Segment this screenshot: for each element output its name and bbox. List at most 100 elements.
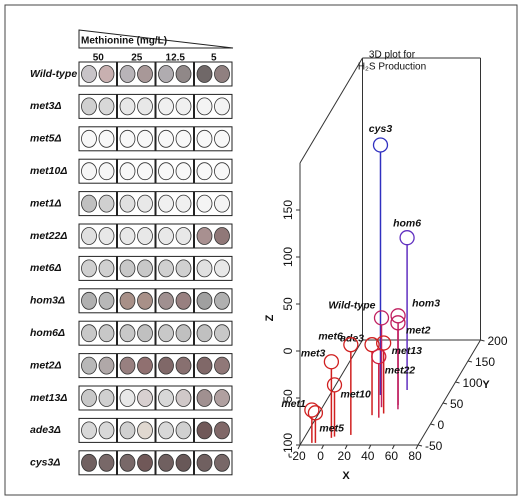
well-group [117, 93, 156, 119]
well [214, 389, 230, 407]
well [98, 129, 115, 148]
well [214, 194, 230, 213]
plot-title: H₂S Production [358, 62, 426, 73]
well [196, 356, 213, 375]
well [214, 421, 230, 440]
point-label: met10 [341, 389, 372, 401]
x-tick [415, 444, 419, 450]
well [98, 97, 115, 116]
well [119, 97, 136, 116]
well-group [155, 61, 194, 87]
well [137, 291, 153, 310]
plot-title: 3D plot for [369, 50, 416, 61]
point [343, 337, 359, 353]
well [119, 356, 136, 375]
well-group [117, 320, 156, 346]
well [137, 453, 153, 472]
well-group [194, 93, 233, 119]
x-tick-label: 80 [408, 449, 422, 463]
well [196, 162, 213, 181]
well [137, 97, 153, 116]
well [175, 65, 192, 83]
well [137, 194, 153, 213]
well-group [155, 223, 194, 249]
column-label: 5 [211, 53, 217, 64]
well [81, 259, 97, 278]
well [119, 453, 136, 472]
well [214, 162, 230, 181]
y-tick [480, 339, 485, 342]
z-axis-label: Z [264, 314, 276, 321]
well-group [194, 353, 233, 379]
well [158, 291, 174, 310]
well [175, 162, 192, 181]
well [196, 97, 213, 116]
well [158, 194, 174, 213]
well-group [117, 450, 156, 476]
strain-label: hom3Δ [30, 295, 65, 307]
well [214, 65, 230, 83]
well [81, 227, 97, 245]
x-tick [391, 444, 395, 450]
y-tick [442, 402, 448, 405]
well [158, 453, 174, 472]
plate-header: Methionine (mg/L) [81, 36, 167, 47]
point-label: Wild-type [328, 300, 375, 312]
point-label: met5 [319, 423, 344, 435]
x-tick-label: 0 [317, 449, 324, 463]
well [137, 389, 153, 407]
well-group [155, 93, 194, 119]
well [196, 291, 213, 310]
well-group [117, 223, 156, 249]
well [98, 291, 115, 310]
well [98, 356, 115, 375]
strain-label: met13Δ [30, 392, 67, 404]
strain-label: met5Δ [30, 133, 62, 145]
well [175, 129, 192, 148]
y-tick-label: -50 [425, 439, 443, 453]
well-group [78, 93, 117, 119]
well [81, 65, 97, 83]
well [119, 421, 136, 440]
point [371, 348, 387, 365]
well [158, 227, 174, 245]
well [196, 389, 213, 407]
well [119, 227, 136, 245]
well [119, 291, 136, 310]
well-group [194, 191, 233, 217]
well-group [155, 353, 194, 379]
well-group [194, 450, 233, 476]
well [175, 259, 192, 278]
well [196, 129, 213, 148]
y-tick [417, 444, 423, 447]
point [390, 308, 406, 324]
x-tick-label: 20 [338, 449, 352, 463]
point [372, 137, 389, 153]
strain-label: met10Δ [30, 165, 67, 177]
z-tick-label: 0 [281, 347, 295, 354]
z-tick-label: 150 [281, 200, 295, 220]
well-group [117, 288, 156, 314]
point-label: cys3 [369, 123, 393, 135]
well [98, 162, 115, 181]
well [196, 324, 213, 343]
well [137, 162, 153, 181]
well [137, 227, 153, 245]
point-label: hom6 [393, 217, 421, 229]
well [81, 97, 97, 116]
strain-label: met2Δ [30, 359, 62, 371]
well [98, 259, 115, 278]
column-label: 25 [131, 53, 143, 64]
well [214, 227, 230, 245]
column-label: 50 [93, 53, 105, 64]
well [81, 194, 97, 213]
point-label: met1 [281, 398, 306, 410]
point [304, 402, 320, 418]
well [158, 356, 174, 375]
point-label: met13 [392, 345, 423, 357]
well [81, 162, 97, 181]
point [323, 354, 340, 370]
well [175, 97, 192, 116]
well-group [78, 191, 117, 217]
well-group [194, 320, 233, 346]
